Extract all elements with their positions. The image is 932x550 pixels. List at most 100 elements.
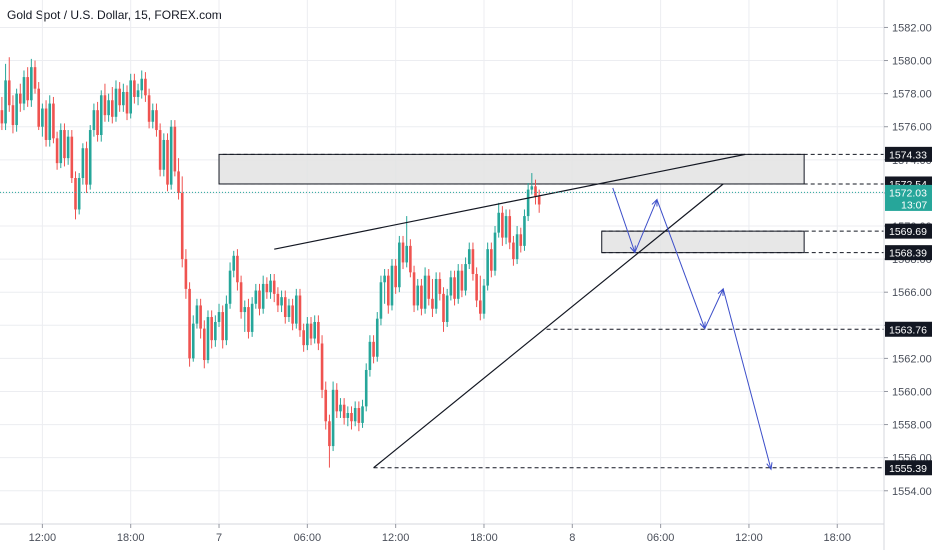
candle-body (364, 369, 368, 407)
projection-path (612, 187, 773, 471)
candle-body (361, 406, 364, 423)
candle (519, 227, 523, 253)
candle (309, 317, 313, 346)
candle (210, 310, 213, 349)
candle (155, 103, 158, 137)
candle (320, 335, 324, 399)
candle (390, 259, 394, 311)
candle-body (221, 312, 224, 341)
candle-body (537, 196, 541, 205)
candle (133, 73, 136, 104)
candle (214, 315, 217, 347)
candle-body (431, 298, 434, 309)
candle-body (133, 80, 136, 97)
candle-body (350, 412, 353, 422)
candle-body (33, 67, 37, 89)
candle (280, 290, 283, 313)
candle-body (320, 343, 324, 390)
price-tick-label: 1558.00 (892, 420, 932, 432)
candle-body (269, 280, 272, 293)
candle (173, 120, 177, 177)
candle-body (11, 105, 15, 126)
candle (103, 83, 107, 122)
candle-body (298, 295, 302, 331)
candle (225, 295, 228, 346)
candle (177, 158, 180, 200)
candle-body (368, 341, 372, 370)
candle-body (291, 305, 294, 324)
candle-body (191, 323, 195, 359)
candle (55, 131, 59, 170)
candle-body (464, 264, 467, 291)
candle-body (475, 273, 478, 301)
candle (269, 273, 272, 299)
candle (180, 176, 184, 268)
candle-body (118, 88, 121, 106)
candle (7, 57, 11, 112)
candle-body (166, 139, 169, 185)
candle (188, 282, 191, 367)
candle-body (7, 80, 11, 106)
time-tick-label: 18:00 (117, 532, 145, 544)
projection-segment (704, 288, 724, 329)
candle-body (335, 389, 339, 412)
candle-body (346, 412, 350, 418)
candle (85, 141, 88, 193)
candle-body (434, 278, 438, 309)
candle-body (199, 305, 202, 329)
candle (295, 288, 298, 329)
candle-body (52, 103, 55, 139)
candle (92, 103, 96, 137)
candle-body (313, 321, 316, 339)
candle-body (486, 249, 489, 286)
candle (151, 103, 155, 129)
candle-body (30, 67, 33, 101)
candle (387, 269, 390, 314)
candle-body (184, 259, 188, 289)
candle-body (136, 90, 140, 97)
projection-segment (612, 187, 636, 253)
candle (74, 171, 77, 220)
candle-body (0, 110, 4, 124)
candle (534, 179, 537, 205)
candle (512, 235, 515, 266)
candle (346, 406, 350, 427)
candle-body (317, 321, 320, 344)
candle (328, 414, 331, 468)
candle-body (287, 305, 291, 318)
candle-body (387, 275, 390, 306)
candle (501, 206, 504, 246)
candle (147, 88, 151, 129)
candle (515, 226, 519, 265)
candle-body (74, 178, 77, 210)
trendline (373, 183, 724, 469)
candle-body (490, 249, 493, 271)
price-axis: 1554.001556.001558.001560.001562.001564.… (883, 0, 932, 550)
candle (442, 287, 445, 332)
candle (475, 267, 478, 308)
current-price-tag-label: 1572.03 (889, 187, 927, 199)
candle-body (19, 93, 22, 104)
candle (409, 239, 412, 278)
candle-body (63, 130, 66, 159)
candle-body (114, 88, 118, 117)
candle-body (394, 265, 397, 288)
level-tag-label: 1574.33 (889, 149, 927, 161)
candle-body (398, 242, 401, 288)
candle (107, 93, 110, 122)
candle (482, 278, 486, 319)
candles (0, 57, 541, 468)
candle-body (526, 189, 530, 217)
time-tick-label: 18:00 (823, 532, 851, 544)
time-tick-label: 8 (569, 532, 575, 544)
candle-body (339, 404, 342, 412)
candle-body (81, 148, 85, 179)
candle (162, 133, 166, 177)
candle-body (59, 130, 63, 164)
level-tag-label: 1569.69 (889, 226, 927, 238)
candle (298, 288, 302, 337)
candle-body (151, 110, 155, 122)
candle (493, 226, 497, 276)
candle-body (453, 277, 456, 299)
